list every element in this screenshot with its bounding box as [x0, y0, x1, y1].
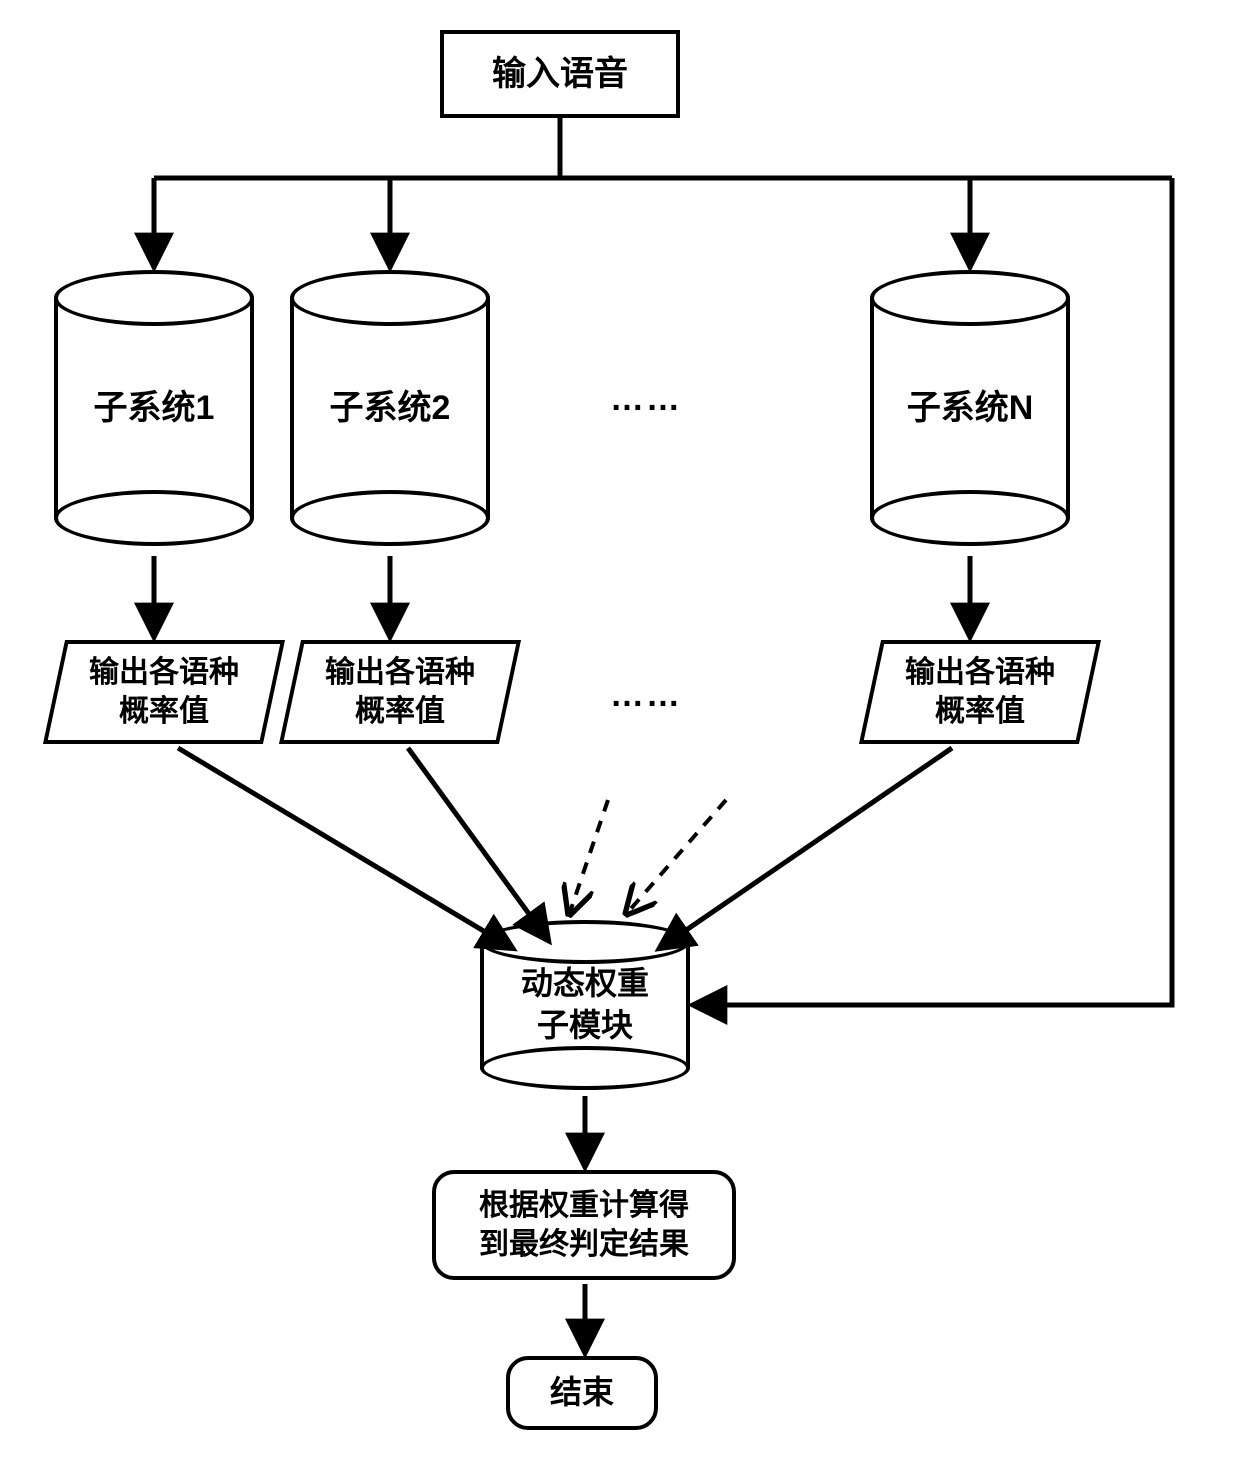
node-input: 输入语音: [440, 30, 680, 118]
node-end: 结束: [506, 1356, 658, 1430]
diagram-canvas: 输入语音 子系统1 子系统2 子系统N …… …… 输出各语种概率值 输出各语种…: [0, 0, 1240, 1476]
node-sub1-label: 子系统1: [94, 386, 215, 430]
node-sub2: 子系统2: [290, 270, 490, 546]
node-subN: 子系统N: [870, 270, 1070, 546]
edge-oN-w: [660, 748, 952, 948]
ellipsis-mid: ……: [610, 676, 682, 715]
node-input-label: 输入语音: [492, 52, 628, 96]
node-outN: 输出各语种概率值: [859, 640, 1101, 744]
node-out2: 输出各语种概率值: [279, 640, 521, 744]
node-outN-label: 输出各语种概率值: [905, 656, 1055, 728]
node-out1-label: 输出各语种概率值: [89, 656, 239, 728]
node-subN-label: 子系统N: [907, 386, 1034, 430]
node-out2-label: 输出各语种概率值: [325, 656, 475, 728]
node-sub1: 子系统1: [54, 270, 254, 546]
edge-o1-w: [178, 748, 512, 948]
node-calc-label: 根据权重计算得到最终判定结果: [479, 1186, 689, 1264]
node-out1: 输出各语种概率值: [43, 640, 285, 744]
edge-d1-w: [570, 800, 608, 912]
node-end-label: 结束: [550, 1372, 614, 1414]
node-weight: 动态权重子模块: [480, 920, 690, 1090]
node-weight-label: 动态权重子模块: [521, 963, 649, 1046]
node-calc: 根据权重计算得到最终判定结果: [432, 1170, 736, 1280]
edge-d2-w: [628, 800, 726, 912]
ellipsis-top: ……: [610, 380, 682, 419]
node-sub2-label: 子系统2: [330, 386, 451, 430]
edge-o2-w: [408, 748, 548, 940]
